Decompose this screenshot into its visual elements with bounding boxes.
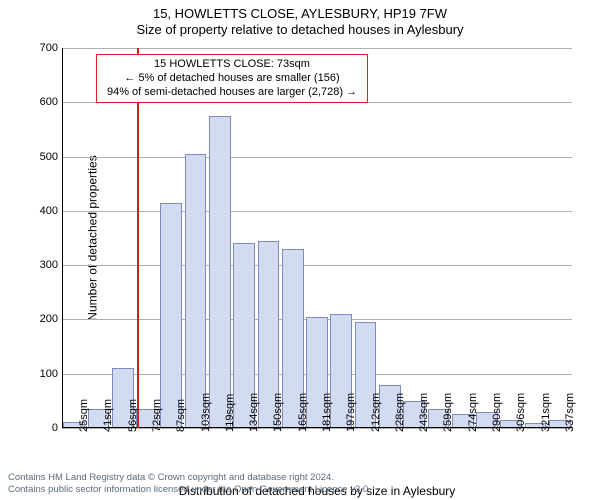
chart-title: 15, HOWLETTS CLOSE, AYLESBURY, HP19 7FW … (0, 0, 600, 39)
annotation-line: 15 HOWLETTS CLOSE: 73sqm (107, 58, 357, 72)
xtick-label: 119sqm (224, 372, 236, 432)
annotation-box: 15 HOWLETTS CLOSE: 73sqm ← 5% of detache… (96, 54, 368, 103)
ytick-label: 100 (30, 368, 58, 380)
xtick-label: 103sqm (200, 372, 212, 432)
xtick-label: 134sqm (248, 372, 260, 432)
xtick-label: 259sqm (442, 372, 454, 432)
xtick-label: 321sqm (540, 372, 552, 432)
xtick-label: 197sqm (345, 372, 357, 432)
ytick-label: 700 (30, 42, 58, 54)
xtick-label: 165sqm (297, 372, 309, 432)
ytick-label: 200 (30, 313, 58, 325)
footer-attribution: Contains HM Land Registry data © Crown c… (8, 472, 371, 496)
xtick-label: 56sqm (127, 372, 139, 432)
footer-line: Contains public sector information licen… (8, 484, 371, 496)
xtick-label: 87sqm (175, 372, 187, 432)
xtick-label: 212sqm (370, 372, 382, 432)
xtick-label: 41sqm (102, 372, 114, 432)
xtick-label: 306sqm (515, 372, 527, 432)
annotation-line: 94% of semi-detached houses are larger (… (107, 86, 357, 100)
xtick-label: 228sqm (394, 372, 406, 432)
xtick-label: 274sqm (467, 372, 479, 432)
reference-line (137, 48, 139, 428)
xtick-label: 72sqm (151, 372, 163, 432)
ytick-label: 400 (30, 205, 58, 217)
footer-line: Contains HM Land Registry data © Crown c… (8, 472, 371, 484)
xtick-label: 150sqm (272, 372, 284, 432)
title-line-2: Size of property relative to detached ho… (0, 22, 600, 38)
ytick-label: 500 (30, 151, 58, 163)
annotation-line: ← 5% of detached houses are smaller (156… (107, 72, 357, 86)
ytick-label: 600 (30, 96, 58, 108)
y-axis (62, 48, 63, 428)
xtick-label: 243sqm (418, 372, 430, 432)
xtick-label: 181sqm (321, 372, 333, 432)
ytick-label: 300 (30, 259, 58, 271)
xtick-label: 337sqm (564, 372, 576, 432)
xtick-label: 290sqm (491, 372, 503, 432)
ytick-label: 0 (30, 422, 58, 434)
plot-area: 0100200300400500600700 (62, 48, 572, 428)
xtick-label: 25sqm (78, 372, 90, 432)
title-line-1: 15, HOWLETTS CLOSE, AYLESBURY, HP19 7FW (153, 6, 447, 21)
